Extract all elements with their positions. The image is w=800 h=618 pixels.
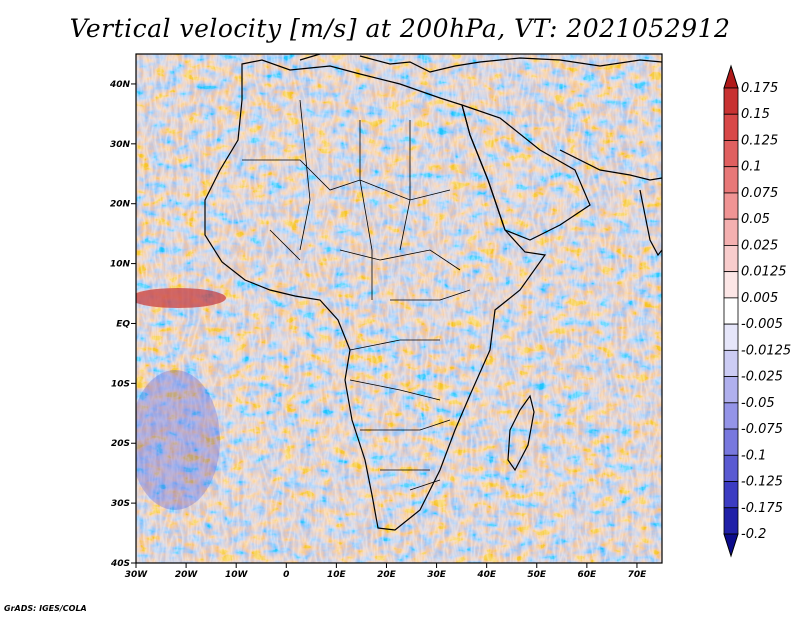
downdraft-swirl — [136, 370, 220, 510]
colorbar-swatch — [723, 218, 739, 246]
colorbar-level-label: 0.025 — [741, 238, 778, 253]
colorbar-swatch — [723, 166, 739, 194]
colorbar-level-label: -0.05 — [741, 396, 775, 411]
map-frame — [135, 53, 663, 564]
colorbar-swatch — [723, 402, 739, 430]
velocity-field — [136, 54, 662, 563]
map-title: Vertical velocity [m/s] at 200hPa, VT: 2… — [69, 14, 731, 43]
colorbar-min-arrow — [723, 533, 739, 558]
colorbar-swatch — [723, 507, 739, 535]
lat-tick-label: 10N — [110, 260, 131, 270]
lon-tick-label: 60E — [578, 570, 598, 580]
colorbar-level-label: -0.125 — [741, 475, 783, 490]
colorbar-max-arrow — [723, 64, 739, 89]
colorbar-level-label: 0.175 — [741, 81, 778, 96]
colorbar: 0.175 0.15 0.125 0.1 0.075 0.05 0.025 0.0125 0.0… — [723, 64, 791, 558]
updraft-band — [136, 288, 226, 308]
colorbar-level-label: -0.005 — [741, 317, 783, 332]
colorbar-swatch — [723, 245, 739, 273]
lon-tick-label: 30E — [427, 570, 447, 580]
colorbar-level-label: -0.075 — [741, 422, 783, 437]
colorbar-swatch — [723, 140, 739, 168]
lat-tick-label: 20S — [111, 439, 130, 449]
lat-tick-label: 40N — [109, 80, 131, 90]
longitude-axis: 30W 20W 10W 0 10E 20E 30E 40E 50E 60E 70E — [125, 563, 647, 580]
lon-tick-label: 20W — [175, 570, 199, 580]
lat-tick-label: 30N — [110, 140, 131, 150]
colorbar-level-label: 0.1 — [741, 160, 762, 175]
lon-tick-label: 30W — [125, 570, 149, 580]
colorbar-swatch — [723, 192, 739, 220]
colorbar-level-label: -0.2 — [741, 527, 766, 542]
lat-tick-label: 20N — [110, 200, 131, 210]
colorbar-level-label: -0.025 — [741, 370, 783, 385]
country-borders — [242, 99, 471, 491]
colorbar-level-label: -0.175 — [741, 501, 783, 516]
lat-tick-label: EQ — [116, 319, 130, 329]
india-coastline — [639, 189, 662, 257]
colorbar-level-label: -0.0125 — [741, 343, 791, 358]
colorbar-level-label: 0.15 — [741, 107, 770, 122]
lon-tick-label: 50E — [527, 570, 547, 580]
colorbar-swatch — [723, 323, 739, 351]
colorbar-level-label: 0.005 — [741, 291, 778, 306]
colorbar-swatch — [723, 481, 739, 509]
latitude-axis: 40N 30N 20N 10N EQ 10S 20S 30S 40S — [109, 80, 136, 569]
lat-tick-label: 40S — [110, 559, 130, 569]
colorbar-swatch — [723, 87, 739, 115]
colorbar-swatch — [723, 376, 739, 404]
lon-tick-label: 20E — [377, 570, 397, 580]
madagascar-coastline — [507, 394, 535, 472]
colorbar-level-label: 0.075 — [741, 186, 778, 201]
grads-credit: GrADS: IGES/COLA — [4, 604, 87, 613]
lat-tick-label: 10S — [111, 379, 130, 389]
colorbar-swatch — [723, 297, 739, 325]
colorbar-level-label: 0.05 — [741, 212, 770, 227]
colorbar-swatch — [723, 113, 739, 141]
colorbar-level-label: -0.1 — [741, 448, 766, 463]
coastlines — [204, 54, 662, 531]
colorbar-swatch — [723, 454, 739, 482]
lon-tick-label: 10E — [327, 570, 347, 580]
colorbar-swatch — [723, 428, 739, 456]
colorbar-level-label: 0.125 — [741, 133, 778, 148]
africa-coastline — [204, 59, 547, 531]
iran-coastline — [559, 149, 662, 181]
arabia-coastline — [461, 104, 591, 241]
colorbar-level-label: 0.0125 — [741, 265, 787, 280]
lon-tick-label: 0 — [283, 570, 289, 580]
lon-tick-label: 70E — [628, 570, 648, 580]
colorbar-swatch — [723, 349, 739, 377]
lon-tick-label: 10W — [225, 570, 249, 580]
europe-coastline — [299, 54, 662, 73]
lat-tick-label: 30S — [111, 499, 130, 509]
lon-tick-label: 40E — [476, 570, 497, 580]
colorbar-swatch — [723, 271, 739, 299]
